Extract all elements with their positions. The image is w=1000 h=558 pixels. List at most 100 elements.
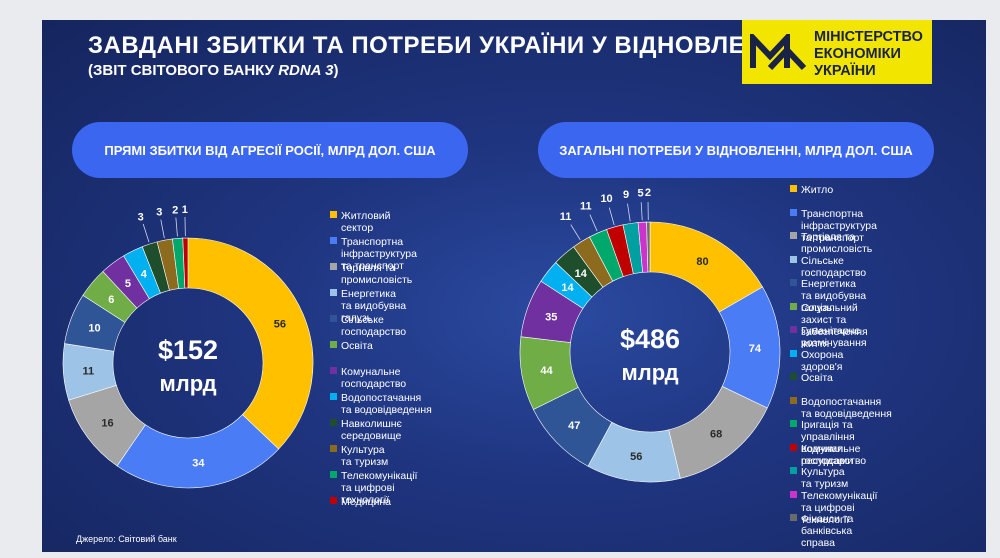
needs-data-label-2: 74 — [749, 343, 762, 355]
needs-legend-item: Житло — [790, 184, 833, 196]
logo-line-3: УКРАЇНИ — [814, 63, 876, 79]
damages-legend-label: Торгівля та промисловість — [341, 262, 413, 286]
damages-legend-swatch — [330, 367, 337, 374]
needs-data-label-1: 80 — [696, 256, 708, 268]
damages-data-label-6: 6 — [108, 294, 114, 306]
damages-legend-swatch — [330, 315, 337, 322]
needs-legend-swatch — [790, 420, 797, 427]
needs-legend-swatch — [790, 467, 797, 474]
needs-legend-label: Транспортна інфраструктура та транспорт — [801, 207, 877, 244]
needs-legend-swatch — [790, 232, 797, 239]
damages-legend-item: Транспортна інфраструктура та транспорт — [330, 236, 417, 272]
needs-data-label-15: 2 — [645, 187, 651, 199]
damages-legend-swatch — [330, 445, 337, 452]
needs-data-label-7: 35 — [545, 311, 557, 323]
needs-legend-swatch — [790, 443, 797, 451]
damages-data-label-1: 56 — [274, 319, 286, 331]
damages-chart-title: ПРЯМІ ЗБИТКИ ВІД АГРЕСІЇ РОСІЇ, МЛРД ДОЛ… — [72, 122, 468, 178]
needs-legend-label: Соціальний захист та забезпечення життя — [801, 301, 868, 350]
damages-legend-swatch — [330, 393, 337, 400]
damages-slice-12 — [182, 237, 189, 289]
damages-data-label-5: 10 — [88, 322, 100, 334]
needs-legend-swatch — [790, 373, 797, 380]
damages-data-label-8: 4 — [141, 268, 148, 280]
damages-legend-label: Водопостачання та водовідведення — [341, 392, 432, 416]
needs-legend-item: Освіта — [790, 372, 833, 384]
needs-leader-14 — [640, 202, 643, 221]
damages-data-label-7: 5 — [125, 278, 131, 290]
needs-legend-label: Телекомунікації та цифрові технології — [801, 489, 878, 526]
needs-legend-item: Фінанси та банківська справа — [790, 513, 853, 549]
damages-legend-label: Медицина — [341, 496, 391, 508]
damages-center-value: $152 — [158, 335, 218, 365]
needs-data-label-11: 11 — [580, 200, 592, 212]
damages-legend-item: Водопостачання та водовідведення — [330, 392, 432, 416]
needs-legend-swatch — [790, 396, 797, 404]
damages-legend-label: Навколишнє середовище — [341, 418, 402, 442]
needs-legend-item: Телекомунікації та цифрові технології — [790, 490, 877, 526]
damages-legend-item: Освіта — [330, 340, 373, 352]
damages-legend-swatch — [330, 471, 337, 478]
needs-data-label-5: 47 — [568, 420, 580, 432]
logo-line-2: ЕКОНОМІКИ — [814, 46, 901, 62]
damages-data-label-11: 2 — [172, 205, 178, 217]
damages-legend-item: Комунальне господарство — [330, 366, 406, 390]
damages-legend-item: Культура та туризм — [330, 444, 388, 468]
damages-legend-label: Комунальне господарство — [341, 366, 407, 390]
needs-legend-item: Енергетика та видобувна галузь — [790, 278, 866, 314]
damages-legend-swatch — [330, 289, 337, 296]
needs-legend-label: Культура та туризм — [801, 466, 849, 490]
needs-legend-item: Сільське господарство — [790, 255, 866, 279]
needs-data-label-4: 56 — [630, 451, 642, 463]
slide: ЗАВДАНІ ЗБИТКИ ТА ПОТРЕБИ УКРАЇНИ У ВІДН… — [42, 20, 986, 552]
subtitle-suffix: ) — [333, 62, 339, 79]
needs-legend-swatch — [790, 279, 797, 286]
needs-data-label-10: 11 — [560, 211, 572, 223]
needs-legend-item: Охорона здоров'я — [790, 349, 843, 373]
ministry-logo-mark-icon — [750, 34, 807, 71]
needs-leader-11 — [589, 214, 598, 232]
damages-legend-swatch — [330, 237, 337, 244]
needs-legend-label: Житло — [801, 184, 834, 196]
needs-legend-item: Торгівля та промисловість — [790, 231, 872, 255]
page-subtitle: (ЗВІТ СВІТОВОГО БАНКУ RDNA 3) — [88, 62, 338, 79]
needs-legend-item: Комунальне господарство — [790, 443, 866, 467]
needs-legend-item: Гуманітарне розмінування — [790, 325, 867, 349]
damages-legend-item: Телекомунікації та цифрові технології — [330, 470, 417, 506]
damages-data-label-10: 3 — [156, 207, 162, 219]
logo-text: МІНІСТЕРСТВО ЕКОНОМІКИ УКРАЇНИ — [814, 29, 923, 80]
needs-legend-swatch — [790, 255, 797, 263]
damages-data-label-2: 34 — [192, 457, 205, 469]
damages-leader-10 — [160, 219, 165, 239]
damages-legend-label: Енергетика та видобувна галузь — [341, 288, 407, 324]
damages-data-label-12: 1 — [182, 204, 188, 216]
damages-legend-item: Енергетика та видобувна галузь — [330, 288, 406, 324]
damages-legend-label: Транспортна інфраструктура та транспорт — [341, 236, 417, 272]
damages-data-label-9: 3 — [138, 211, 144, 223]
needs-legend-label: Сільське господарство — [801, 254, 867, 279]
logo-line-1: МІНІСТЕРСТВО — [814, 29, 923, 45]
needs-legend-label: Торгівля та промисловість — [801, 231, 873, 255]
damages-legend-item: Торгівля та промисловість — [330, 262, 412, 286]
damages-legend-swatch — [330, 497, 337, 504]
subtitle-prefix: (ЗВІТ СВІТОВОГО БАНКУ — [88, 62, 279, 79]
needs-legend-swatch — [790, 349, 797, 357]
needs-data-label-6: 44 — [540, 365, 553, 377]
damages-center-unit: млрд — [159, 371, 216, 396]
needs-leader-12 — [608, 207, 615, 226]
damages-legend-label: Культура та туризм — [341, 444, 389, 468]
needs-legend-item: Іригація та управління водними ресурсами — [790, 419, 855, 467]
needs-legend-swatch — [790, 302, 797, 310]
damages-leader-11 — [175, 217, 178, 237]
needs-legend-swatch — [790, 185, 797, 192]
needs-legend-swatch — [790, 208, 797, 216]
source-note: Джерело: Світовий банк — [76, 534, 177, 544]
needs-leader-13 — [627, 203, 631, 222]
needs-legend-item: Соціальний захист та забезпечення життя — [790, 302, 868, 350]
page-title: ЗАВДАНІ ЗБИТКИ ТА ПОТРЕБИ УКРАЇНИ У ВІДН… — [88, 32, 788, 59]
damages-legend-label: Сільське господарство — [341, 314, 407, 338]
subtitle-report-name: RDNA 3 — [278, 62, 334, 79]
